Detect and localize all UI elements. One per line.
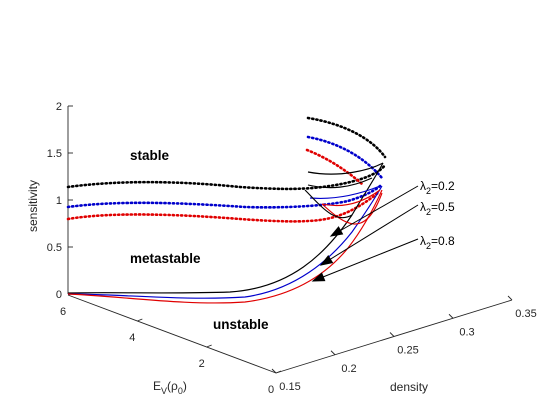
curve-lambda-0.2-right	[304, 189, 353, 219]
density-tick-label: 0.2	[341, 363, 356, 375]
curve-lambda-0.5-lower	[67, 185, 383, 299]
z-tick-label: 0	[56, 289, 62, 301]
ev-tick-label: 0	[268, 384, 274, 396]
dotted-curve-lambda-0.8-top	[305, 148, 364, 186]
curve-lambda-0.8-right	[321, 192, 383, 225]
tick-marks	[67, 105, 513, 374]
curve-lambda-0.8-upper	[321, 189, 381, 207]
ev-axis-label: EV(ρ0)	[153, 379, 187, 396]
z-tick-label: 1	[56, 195, 62, 207]
tick-labels: 0 0.5 1 1.5 2 6 4 2 0 0.15 0.2 0.25 0.3 0.35	[47, 101, 537, 396]
z-tick-label: 2	[56, 101, 62, 113]
ev-tick-label: 6	[60, 306, 66, 318]
density-tick-mark	[330, 350, 336, 356]
ev-tick-label: 4	[129, 332, 135, 344]
arrow-lambda-0.5	[319, 204, 419, 266]
curve-lambda-0.2-upper	[307, 162, 384, 175]
dotted-curve-lambda-0.5-top	[306, 135, 384, 180]
arrow-lambda-0.2	[329, 185, 419, 237]
z-tick-label: 1.5	[47, 148, 62, 160]
ev-tick-label: 2	[199, 358, 205, 370]
ev-tick-mark	[137, 318, 143, 322]
dotted-curve-lambda-0.8-back	[66, 191, 380, 223]
z-axis-label: sensitivity	[26, 180, 40, 232]
density-tick-mark	[271, 368, 277, 374]
dotted-curve-lambda-0.5-back	[66, 182, 384, 209]
ev-tick-mark	[206, 344, 212, 348]
stable-branch-curves	[67, 162, 384, 304]
density-tick-label: 0.25	[397, 345, 418, 357]
density-tick-label: 0.35	[515, 308, 536, 320]
region-label-metastable: metastable	[130, 251, 201, 266]
label-arrows	[311, 185, 419, 282]
density-tick-label: 0.3	[459, 326, 474, 338]
density-tick-mark	[448, 313, 454, 319]
curve-lambda-0.5-upper	[309, 185, 381, 199]
density-tick-mark	[507, 295, 513, 301]
ev-axis-line	[67, 294, 277, 374]
z-tick-label: 0.5	[47, 242, 62, 254]
curve-lambda-0.2-mid	[307, 177, 373, 189]
legend-label-lambda-0.8: λ2=0.8	[420, 234, 455, 251]
legend-label-lambda-0.5: λ2=0.5	[420, 200, 455, 217]
unstable-branch-curves	[66, 116, 387, 223]
region-label-unstable: unstable	[213, 317, 269, 332]
region-label-stable: stable	[130, 148, 170, 163]
curve-lambda-0.2-lower	[67, 162, 384, 294]
dotted-curve-lambda-0.2-back	[66, 163, 387, 191]
arrow-lambda-0.8	[311, 238, 419, 282]
dotted-curve-lambda-0.2-top	[306, 116, 387, 159]
density-tick-label: 0.15	[279, 381, 300, 393]
legend-label-lambda-0.2: λ2=0.2	[420, 179, 455, 196]
density-axis-label: density	[390, 380, 428, 394]
curve-lambda-0.8-lower	[67, 189, 383, 304]
density-tick-mark	[389, 332, 395, 337]
ev-tick-mark	[275, 370, 282, 374]
